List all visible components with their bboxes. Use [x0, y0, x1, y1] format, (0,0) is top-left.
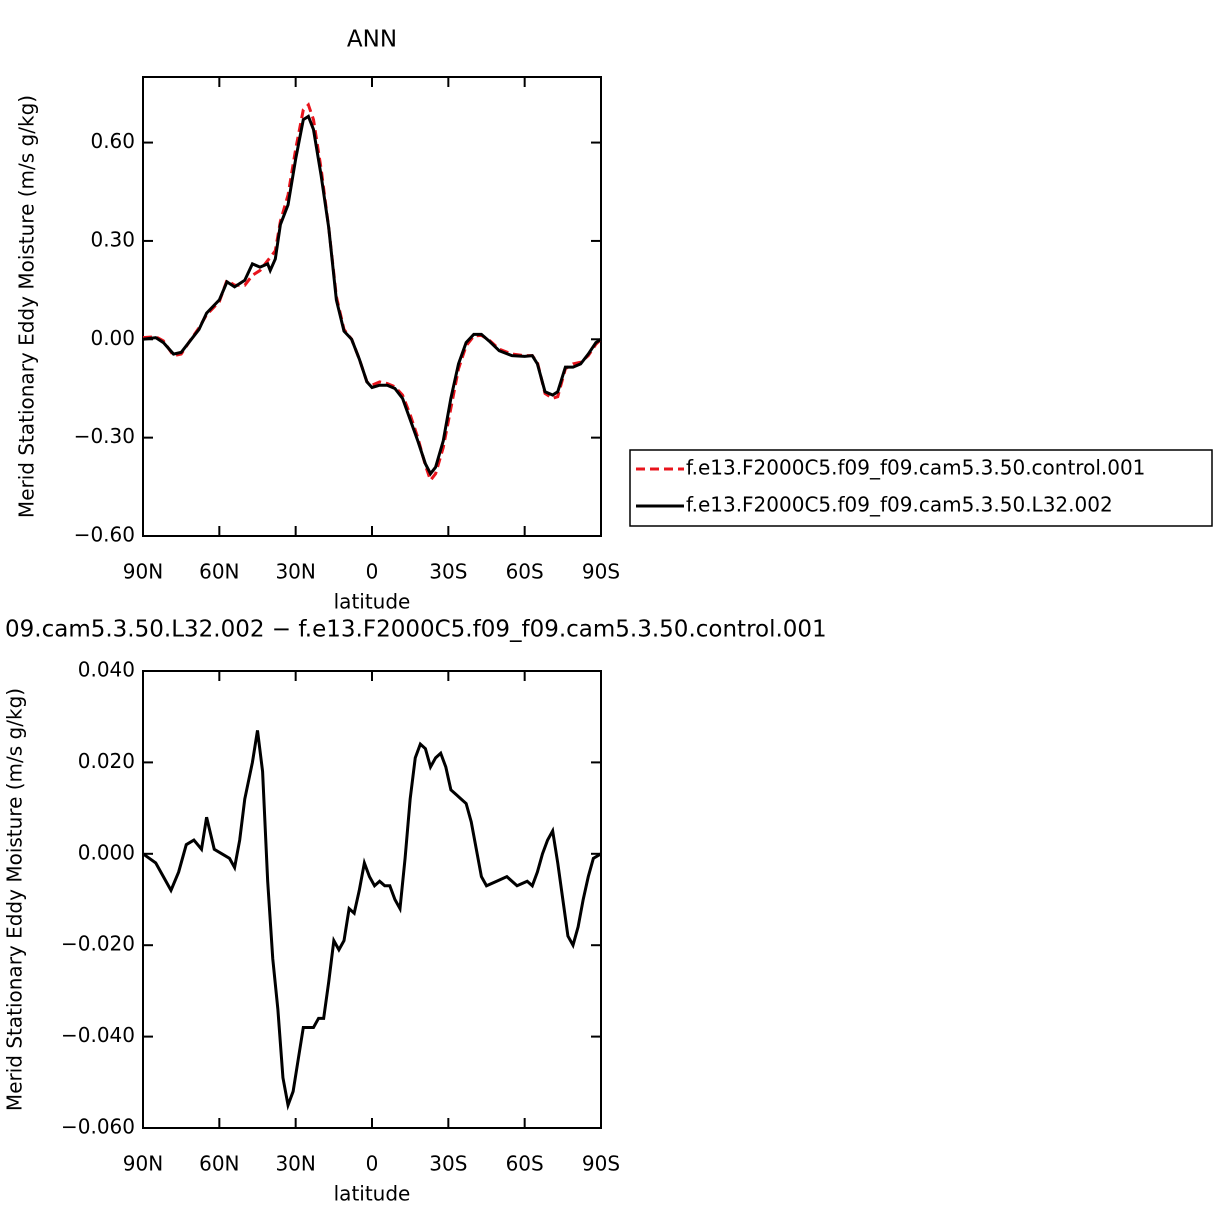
legend-label: f.e13.F2000C5.f09_f09.cam5.3.50.control.…: [686, 456, 1145, 480]
plot-frame: [142, 670, 602, 1129]
x-tick-label: 90S: [582, 560, 620, 584]
y-tick-label: −0.60: [74, 523, 135, 547]
y-tick-label: 0.30: [90, 227, 135, 251]
x-tick-label: 30N: [275, 560, 315, 584]
y-axis-label: Merid Stationary Eddy Moisture (m/s g/kg…: [15, 95, 39, 518]
x-tick-label: 60N: [199, 1152, 239, 1176]
y-tick-label: 0.040: [78, 658, 135, 682]
x-tick-label: 90S: [582, 1152, 620, 1176]
x-tick-label: 0: [366, 560, 379, 584]
data-line: [142, 730, 602, 1111]
y-tick-label: 0.00: [90, 326, 135, 350]
legend-box: [629, 449, 1213, 527]
y-tick-label: 0.020: [78, 749, 135, 773]
x-tick-label: 30S: [429, 1152, 467, 1176]
x-axis-label: latitude: [334, 590, 411, 614]
x-tick-label: 60S: [506, 1152, 544, 1176]
x-tick-label: 90N: [123, 560, 163, 584]
legend-label: f.e13.F2000C5.f09_f09.cam5.3.50.L32.002: [686, 493, 1113, 517]
x-axis-label: latitude: [334, 1182, 411, 1206]
plot-frame: [142, 76, 602, 537]
data-line: [142, 114, 602, 477]
chart-title: ANN: [347, 27, 397, 53]
data-line: [142, 102, 603, 484]
x-tick-label: 0: [366, 1152, 379, 1176]
x-tick-label: 60S: [506, 560, 544, 584]
y-tick-label: 0.60: [90, 129, 135, 153]
x-tick-label: 30N: [275, 1152, 315, 1176]
x-tick-label: 30S: [429, 560, 467, 584]
y-tick-label: −0.020: [61, 932, 135, 956]
y-tick-label: −0.060: [61, 1115, 135, 1139]
chart-title: 09.cam5.3.50.L32.002 − f.e13.F2000C5.f09…: [5, 617, 827, 643]
x-tick-label: 60N: [199, 560, 239, 584]
y-tick-label: −0.040: [61, 1023, 135, 1047]
y-tick-label: 0.000: [78, 840, 135, 864]
y-tick-label: −0.30: [74, 424, 135, 448]
y-axis-label: Merid Stationary Eddy Moisture (m/s g/kg…: [3, 688, 27, 1111]
x-tick-label: 90N: [123, 1152, 163, 1176]
